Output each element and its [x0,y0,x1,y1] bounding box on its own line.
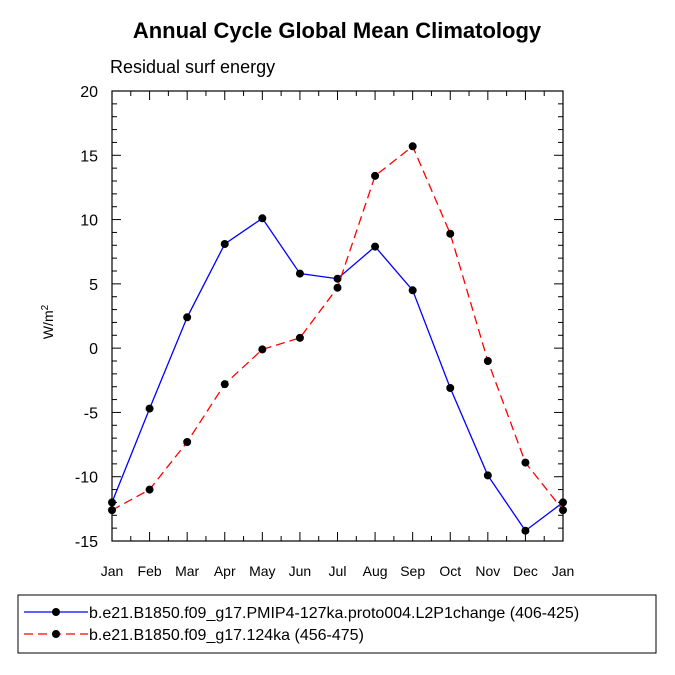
x-tick-label: Jan [552,563,575,579]
data-point [559,498,567,507]
data-point [258,345,267,354]
legend-marker [52,630,60,638]
data-point [295,269,304,278]
data-point [446,229,455,238]
y-tick-label: -15 [75,534,98,551]
legend: b.e21.B1850.f09_g17.PMIP4-127ka.proto004… [24,605,579,644]
data-point [220,380,229,389]
data-point [145,485,154,494]
x-tick-label: Nov [475,563,500,579]
legend-label: b.e21.B1850.f09_g17.124ka (456-475) [89,627,364,644]
plot-border [111,90,564,542]
data-point [483,471,492,480]
series-2 [108,142,567,515]
data-point [521,458,530,467]
data-point [183,438,192,446]
y-tick-label: 10 [80,213,98,230]
data-point [333,274,342,283]
chart-subtitle: Residual surf energy [110,57,275,77]
data-point [258,214,267,223]
y-tick-label: 20 [80,84,98,101]
data-point [408,142,417,151]
data-point [108,506,116,515]
x-tick-label: Apr [214,563,236,579]
legend-box [17,594,657,654]
y-tick-label: -10 [75,470,98,487]
x-tick-label: Dec [513,563,538,579]
x-tick-label: Mar [175,563,199,579]
legend-label: b.e21.B1850.f09_g17.PMIP4-127ka.proto004… [89,605,579,622]
y-tick-label: 0 [89,341,98,358]
x-tick-label: Feb [138,563,162,579]
data-point [408,286,417,295]
x-tick-label: Sep [400,563,425,579]
data-point [446,384,455,392]
data-point [295,333,304,342]
x-tick-label: Aug [363,563,388,579]
y-axis: -15 -10 -5 0 5 10 15 20 [75,84,563,551]
x-tick-label: Jul [329,563,347,579]
data-point [145,404,154,413]
data-point [183,313,192,322]
data-point [108,498,116,507]
x-tick-label: Jan [101,563,124,579]
y-tick-label: 5 [89,277,98,294]
series-line [111,217,564,532]
plot-frame [111,90,564,542]
y-tick-label: -5 [84,405,98,422]
y-axis-label: W/m2 [40,304,56,339]
legend-item-2: b.e21.B1850.f09_g17.124ka (456-475) [24,627,364,644]
y-tick-label: 15 [80,148,98,165]
data-point [483,357,492,365]
chart-title: Annual Cycle Global Mean Climatology [133,18,542,43]
series-layer [108,142,567,535]
series-1 [108,214,567,535]
series-line [111,145,564,511]
data-point [371,171,380,180]
x-axis: Jan Feb Mar Apr May Jun Jul Aug Sep Oct Nov Dec Jan [101,91,575,579]
data-point [559,506,567,515]
data-point [521,526,530,535]
data-point [220,240,229,248]
data-point [333,283,342,292]
legend-marker [52,608,60,616]
legend-item-1: b.e21.B1850.f09_g17.PMIP4-127ka.proto004… [24,605,579,622]
x-tick-label: Oct [439,563,461,579]
x-tick-label: Jun [289,563,312,579]
data-point [371,242,380,251]
x-tick-label: May [249,563,275,579]
